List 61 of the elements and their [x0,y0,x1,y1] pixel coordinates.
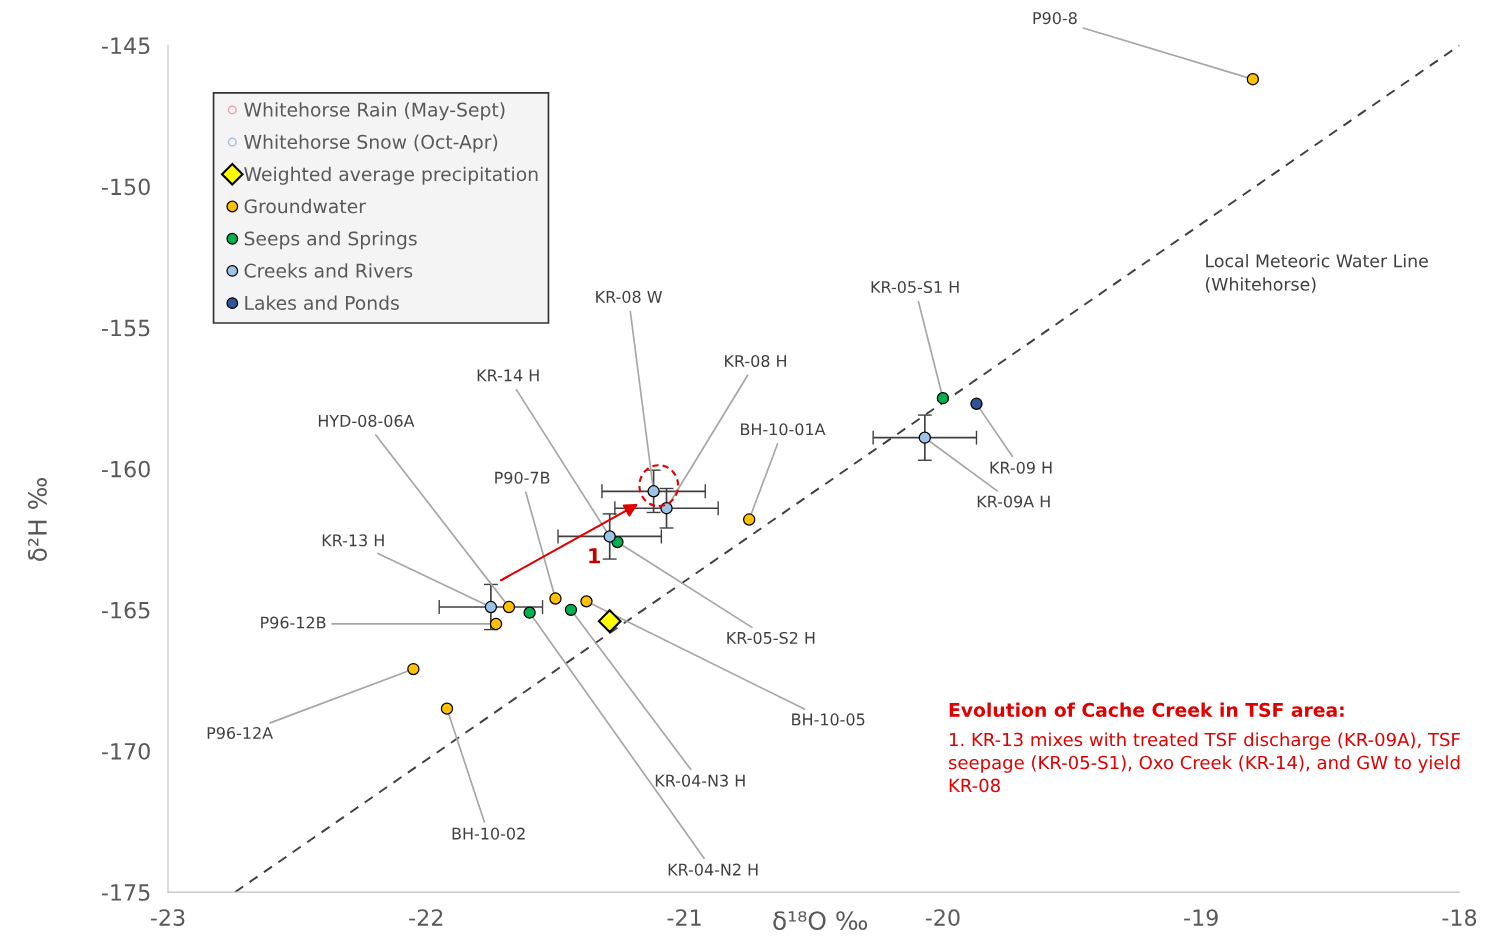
y-axis-title: δ²H ‰ [28,478,47,561]
x-tick-label: -19 [1184,909,1218,926]
point [918,431,931,444]
annotation: 1. KR-13 mixes with treated TSF discharge (KR-09A), TSF seepage (KR-05-S1), Oxo Creek (KR-14), and GW to yield KR-08 [948,732,1460,793]
point [523,606,536,619]
point [970,397,983,410]
annotation: 1 [589,548,601,564]
x-tick-label: -18 [1442,909,1477,926]
annotation: P90-8 [1033,12,1077,25]
y-tick-label: -150 [101,178,150,196]
point [660,502,673,515]
annotation: KR-05-S2 H [727,631,815,644]
legend-label: Lakes and Ponds [245,295,399,310]
x-tick-label: -22 [409,909,443,926]
annotation: KR-04-N2 H [668,863,758,876]
point [440,702,454,715]
y-tick-label: -145 [101,37,150,55]
x-axis-title: δ¹⁸O ‰ [773,911,868,931]
annotation: BH-10-01A [741,423,826,436]
annotation: Evolution of Cache Creek in TSF area: [949,702,1344,718]
y-tick-label: -175 [101,884,150,901]
annotation: P90-7B [495,471,550,484]
point [502,600,516,614]
legend-label: Weighted average precipitation [244,166,538,185]
annotation: KR-09 H [990,461,1052,474]
x-tick-label: -21 [667,909,701,926]
annotation: KR-14 H [477,369,539,382]
annotation: KR-09A H [977,495,1050,508]
legend-label: Whitehorse Snow (Oct-Apr) [244,134,498,153]
point [597,609,622,633]
annotation: BH-10-05 [792,713,865,726]
point [742,513,756,526]
y-tick-label: -160 [101,460,150,478]
y-tick-label: -170 [101,742,150,760]
annotation: BH-10-02 [452,827,525,840]
point [936,391,950,405]
annotation: HYD-08-06A [318,414,415,427]
annotation: KR-05-S1 H [871,280,959,294]
annotation: KR-13 H [322,534,384,547]
annotation: P96-12B [261,616,326,629]
point [603,530,616,543]
annotation: KR-04-N3 H [655,774,745,787]
legend-label: Whitehorse Rain (May-Sept) [244,102,505,121]
annotation: KR-08 W [596,290,663,303]
annotation: P96-12A [207,726,273,740]
point [489,617,503,631]
point [407,662,420,676]
y-tick-label: -155 [101,319,150,337]
series-label: Local Meteoric Water Line (Whitehorse) [1205,253,1428,293]
legend-label: Groundwater [244,198,366,214]
legend-label: Creeks and Rivers [244,263,413,278]
point [580,595,593,608]
annotation: KR-08 H [725,354,786,368]
point [549,592,562,605]
x-tick-label: -23 [150,909,185,926]
point [484,600,498,614]
point [1246,73,1260,86]
legend-label: Seeps and Springs [244,231,417,250]
point [564,603,578,617]
x-tick-label: -20 [925,909,960,926]
y-tick-label: -165 [101,601,150,619]
